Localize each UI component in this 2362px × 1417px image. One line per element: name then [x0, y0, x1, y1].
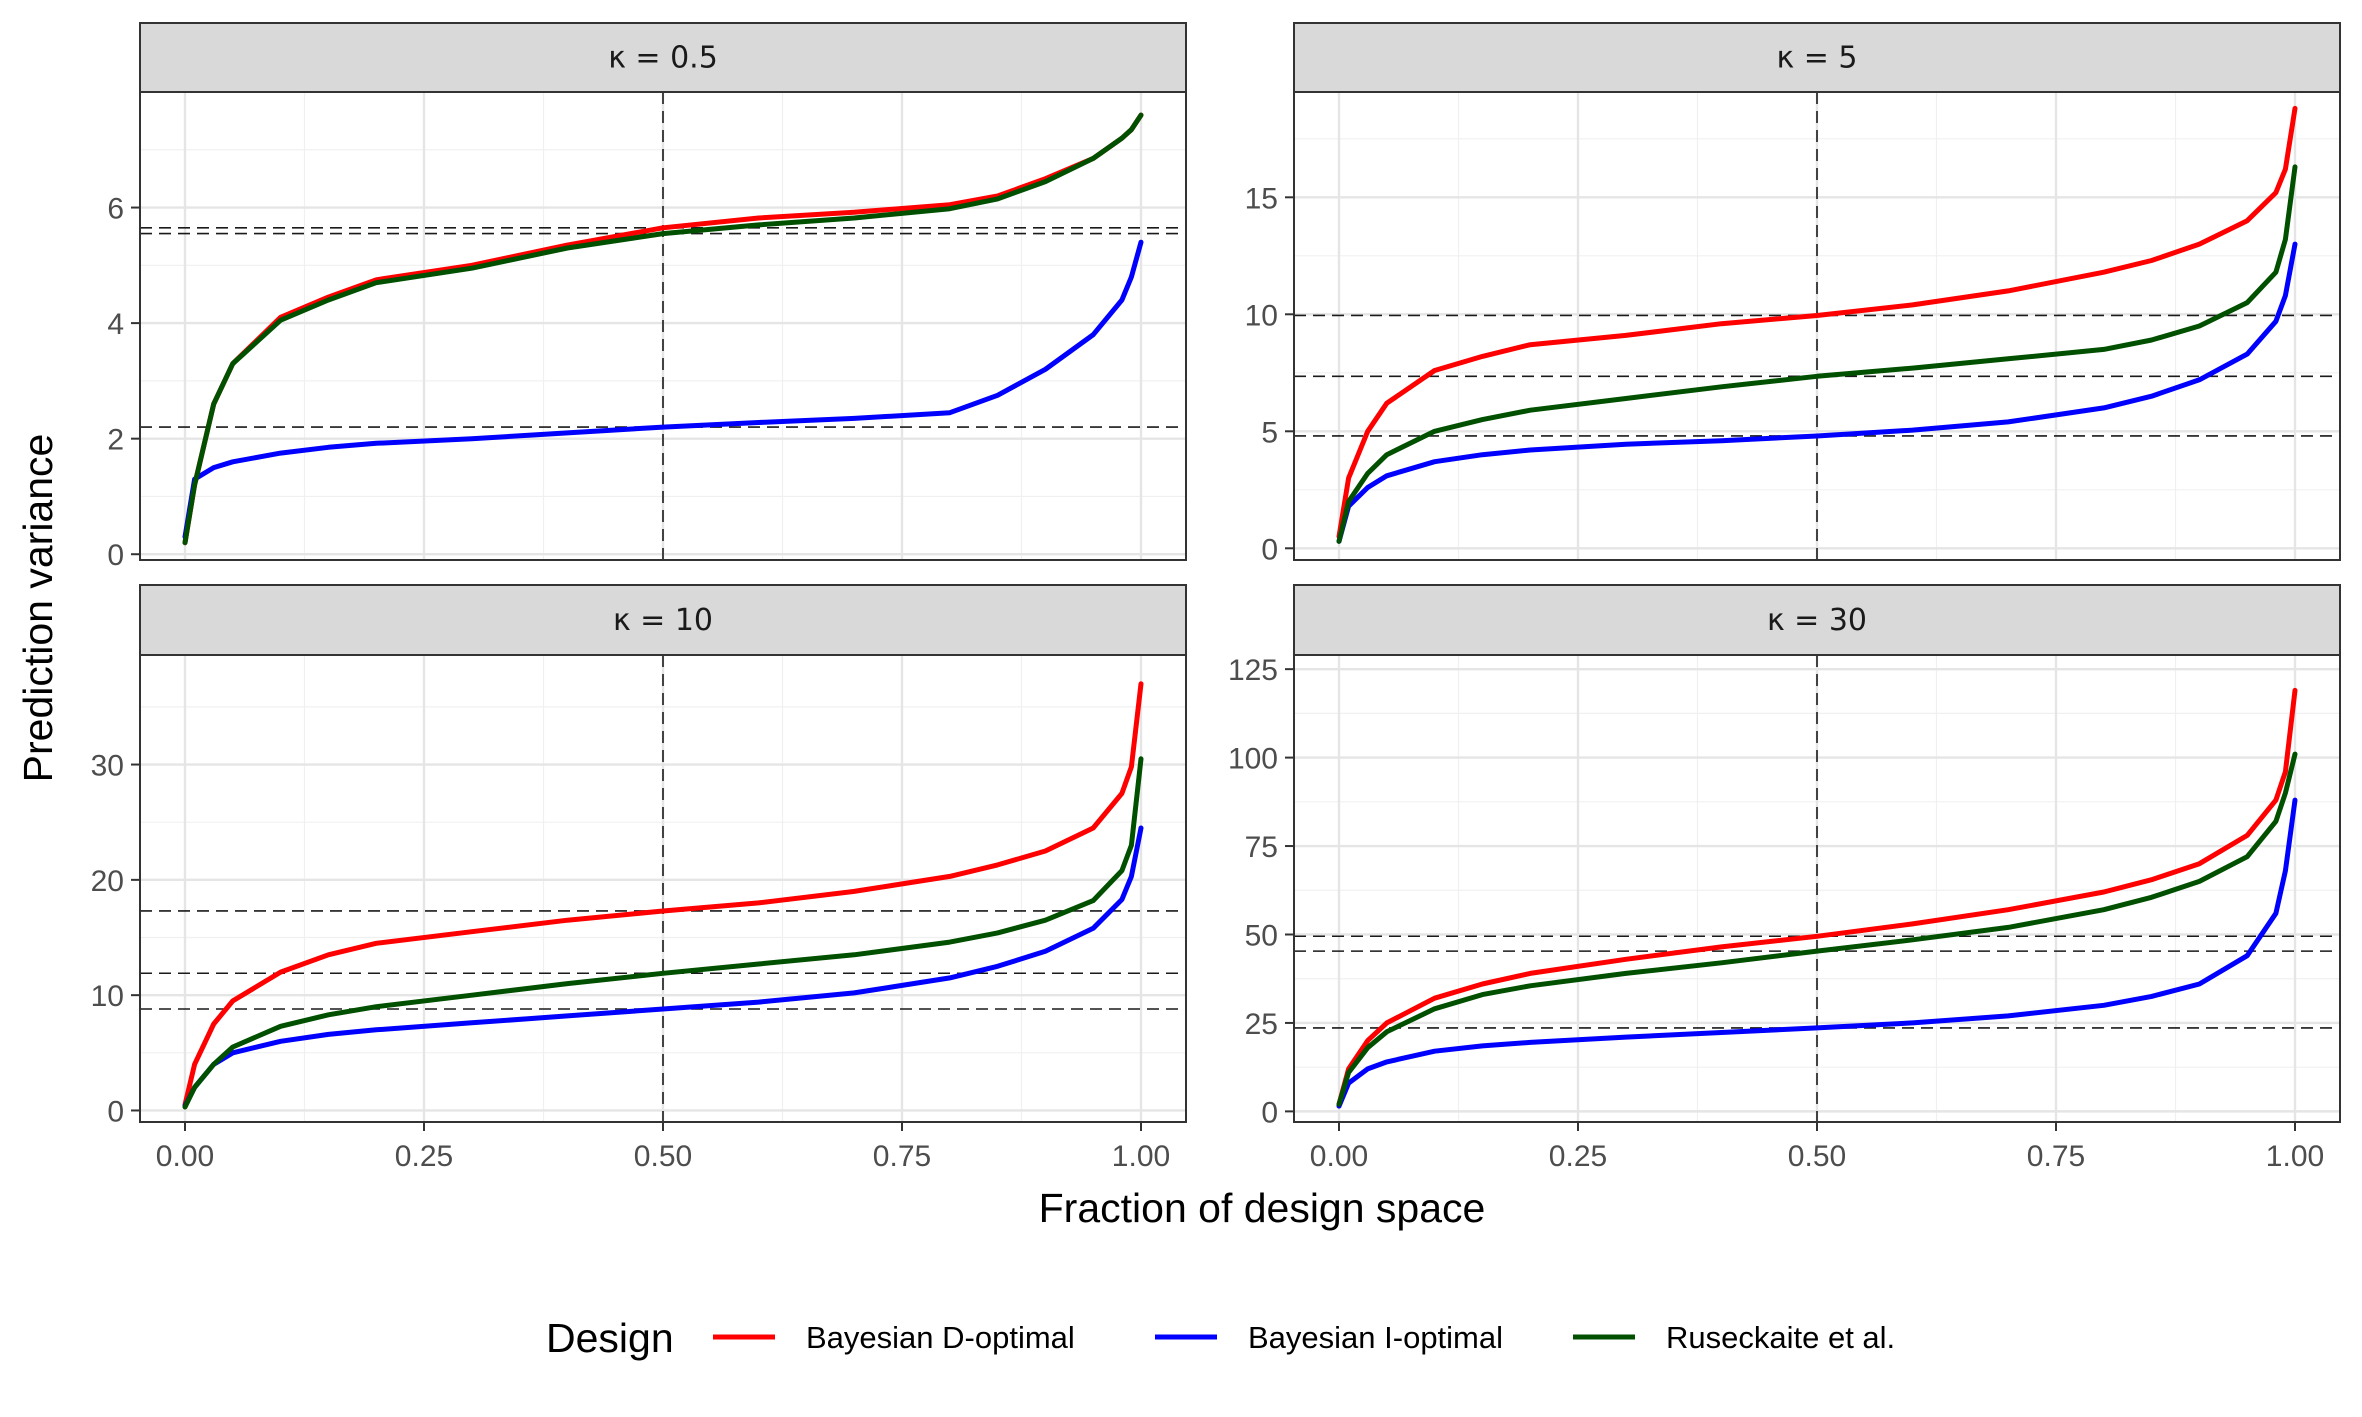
y-axis-title: Prediction variance [15, 434, 61, 783]
y-tick-label: 0 [1261, 533, 1278, 566]
y-tick-label: 75 [1245, 831, 1278, 864]
panel-strip-3 [1293, 584, 2341, 656]
y-tick-label: 0 [107, 1095, 124, 1128]
y-tick-label: 0 [107, 539, 124, 572]
x-tick-label: 0.00 [156, 1140, 214, 1173]
y-tick-label: 30 [91, 750, 124, 783]
x-tick-label: 0.00 [1310, 1140, 1368, 1173]
y-tick-label: 4 [107, 308, 124, 341]
panel-border-1 [1293, 91, 2341, 561]
y-tick-label: 25 [1245, 1008, 1278, 1041]
y-tick-label: 20 [91, 865, 124, 898]
series-line-2-2 [182, 756, 1144, 1110]
series-line-0-1 [182, 239, 1144, 540]
y-tick-label: 2 [107, 424, 124, 457]
x-tick-label: 0.25 [1549, 1140, 1607, 1173]
y-tick-label: 6 [107, 193, 124, 226]
series-line-3-2 [1336, 751, 2298, 1107]
series-line-3-1 [1336, 797, 2298, 1109]
series-line-0-2 [182, 112, 1144, 546]
x-tick-label: 0.25 [395, 1140, 453, 1173]
panel-strip-label-2: κ = 10 [613, 603, 713, 638]
y-tick-label: 0 [1261, 1096, 1278, 1129]
panel-border-0 [139, 91, 1187, 561]
y-tick-label: 10 [91, 980, 124, 1013]
x-tick-label: 0.75 [873, 1140, 931, 1173]
series-line-1-0 [1336, 105, 2298, 540]
series-line-1-2 [1336, 164, 2298, 544]
x-axis-title: Fraction of design space [1039, 1185, 1486, 1231]
panel-strip-label-0: κ = 0.5 [608, 41, 718, 76]
y-tick-label: 10 [1245, 299, 1278, 332]
y-tick-label: 5 [1261, 416, 1278, 449]
x-tick-label: 1.00 [1112, 1140, 1170, 1173]
y-tick-label: 50 [1245, 919, 1278, 952]
legend-label-2: Ruseckaite et al. [1666, 1320, 1895, 1355]
panel-strip-2 [139, 584, 1187, 656]
y-tick-label: 125 [1228, 654, 1278, 687]
series-line-3-0 [1336, 687, 2298, 1107]
panel-strip-label-1: κ = 5 [1777, 41, 1858, 76]
y-tick-label: 15 [1245, 182, 1278, 215]
panel-strip-1 [1293, 22, 2341, 93]
x-tick-label: 0.50 [1788, 1140, 1846, 1173]
y-tick-label: 100 [1228, 743, 1278, 776]
series-line-1-1 [1336, 241, 2298, 544]
x-tick-label: 0.75 [2027, 1140, 2085, 1173]
legend-title: Design [546, 1315, 674, 1361]
x-tick-label: 0.50 [634, 1140, 692, 1173]
series-line-2-0 [182, 681, 1144, 1108]
panel-strip-0 [139, 22, 1187, 93]
x-tick-label: 1.00 [2266, 1140, 2324, 1173]
legend-label-0: Bayesian D-optimal [806, 1320, 1075, 1355]
legend-label-1: Bayesian I-optimal [1248, 1320, 1503, 1355]
panel-strip-label-3: κ = 30 [1767, 603, 1867, 638]
series-line-2-1 [182, 825, 1144, 1109]
